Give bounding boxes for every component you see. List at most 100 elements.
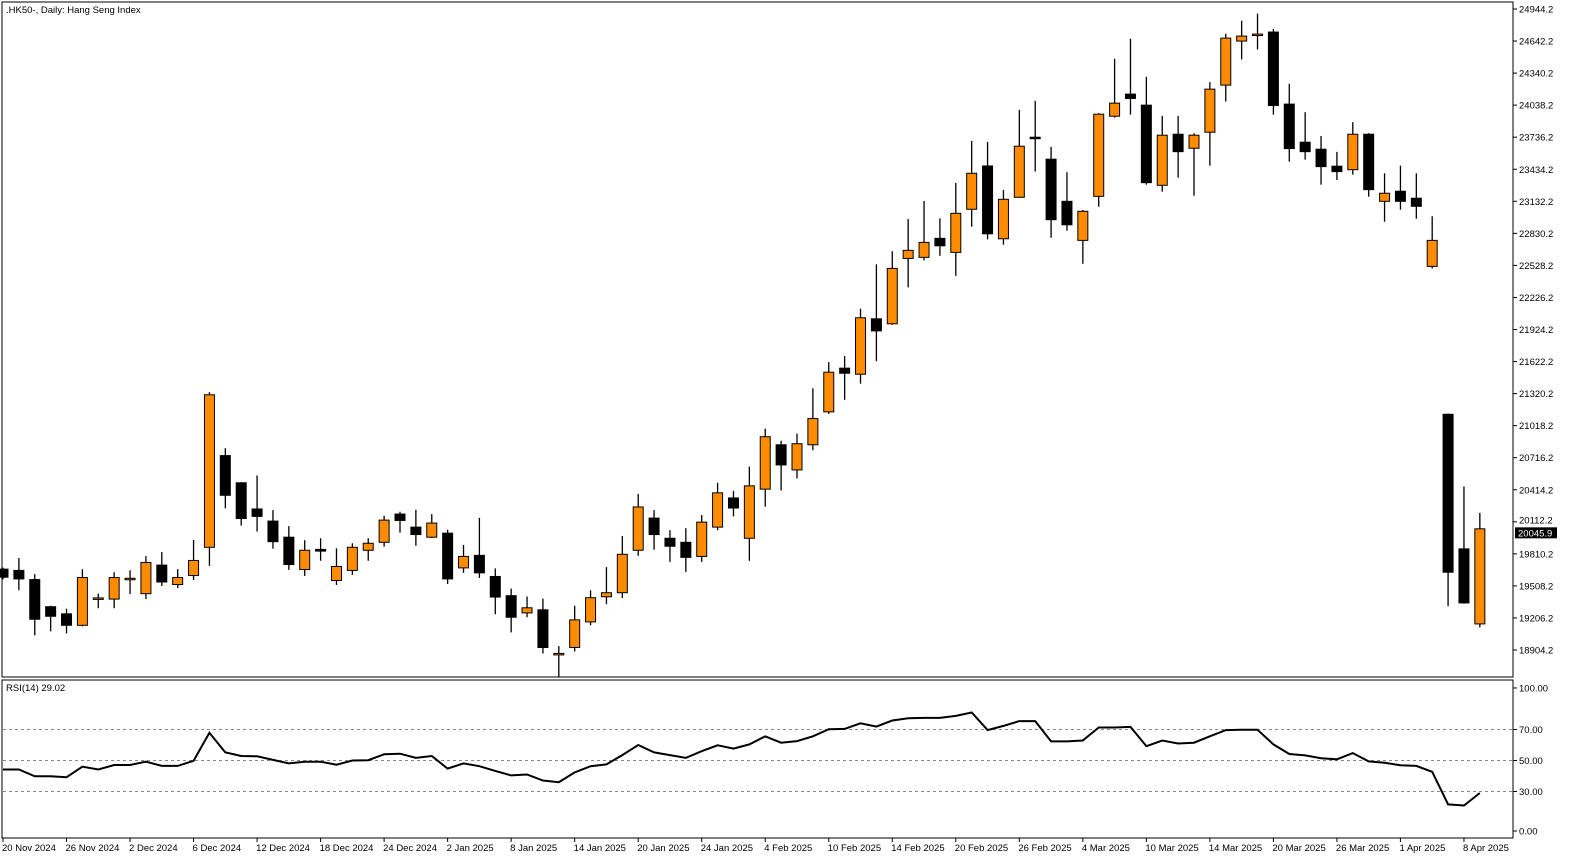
price-tick-label: 24944.2: [1519, 5, 1553, 16]
candle: [1347, 122, 1359, 175]
candle: [203, 392, 215, 566]
candle: [330, 548, 342, 585]
candle-body-bear: [156, 564, 168, 583]
candle-body-bull: [188, 559, 200, 577]
candle: [1474, 512, 1486, 628]
time-tick-label: 2 Dec 2024: [129, 843, 178, 854]
candle-body-bear: [1315, 148, 1327, 168]
candle-body-bear: [1140, 104, 1152, 184]
candle-body-bear: [1283, 103, 1295, 150]
time-tick-label: 10 Feb 2025: [828, 843, 881, 854]
candle: [410, 509, 422, 546]
candle: [712, 482, 724, 531]
candle: [759, 428, 771, 507]
candle-body-bull: [1013, 145, 1025, 198]
candle-body-bull: [521, 607, 533, 614]
candle-body-bull: [632, 506, 644, 551]
time-tick-label: 20 Jan 2025: [637, 843, 689, 854]
price-tick-label: 21320.2: [1519, 389, 1553, 400]
candle-body-bear: [219, 455, 231, 496]
candle: [1379, 173, 1391, 222]
candle: [997, 189, 1009, 245]
candle-body-bear: [0, 568, 9, 578]
candle: [1410, 173, 1422, 219]
candle: [886, 251, 898, 325]
candle: [1077, 210, 1089, 264]
candle-body-bull: [108, 577, 120, 600]
candle-body-bear: [1124, 93, 1136, 99]
candle: [1204, 82, 1216, 166]
candle-body-bear: [267, 520, 279, 543]
current-price-tag-bg: [1515, 527, 1557, 539]
candle-body-bull: [918, 241, 930, 258]
candle-body-bull: [1077, 210, 1089, 241]
candle: [1061, 172, 1073, 231]
candle-body-bear: [1410, 197, 1422, 207]
rsi-tick-label: 70.00: [1519, 725, 1543, 736]
candle-body-bull: [600, 592, 612, 598]
candle: [966, 140, 978, 227]
candle: [29, 574, 41, 636]
candle-body-bear: [283, 536, 295, 565]
candle: [1442, 413, 1454, 607]
time-tick-label: 24 Jan 2025: [701, 843, 753, 854]
time-tick-label: 26 Nov 2024: [66, 843, 120, 854]
candle-body-bull: [1220, 37, 1232, 86]
candle-body-bull: [76, 577, 88, 626]
time-tick-label: 10 Mar 2025: [1145, 843, 1198, 854]
candle: [823, 362, 835, 414]
candle: [108, 572, 120, 609]
candle: [156, 552, 168, 587]
chart-title: .HK50-, Daily: Hang Seng Index: [6, 5, 141, 16]
candle-body-bull: [855, 317, 867, 375]
candle-body-bull: [743, 485, 755, 539]
candle-body-bull: [712, 492, 724, 528]
price-tick-label: 19206.2: [1519, 613, 1553, 624]
candle-body-bear: [61, 613, 73, 626]
price-tick-label: 21018.2: [1519, 421, 1553, 432]
candle-body-bull: [807, 418, 819, 446]
time-tick-label: 4 Mar 2025: [1082, 843, 1130, 854]
candle: [1140, 76, 1152, 185]
price-tick-label: 21924.2: [1519, 325, 1553, 336]
candle: [45, 605, 57, 632]
rsi-tick-label: 50.00: [1519, 756, 1543, 767]
candle: [807, 388, 819, 451]
time-tick-label: 4 Feb 2025: [764, 843, 812, 854]
candle-body-bull: [426, 522, 438, 538]
candle: [600, 567, 612, 605]
price-tick-label: 24642.2: [1519, 37, 1553, 48]
time-tick-label: 14 Jan 2025: [574, 843, 626, 854]
time-tick-label: 26 Feb 2025: [1018, 843, 1071, 854]
candle: [315, 538, 327, 561]
candle: [1220, 33, 1232, 102]
candle: [902, 219, 914, 288]
candle-body-bear: [1299, 141, 1311, 153]
candle: [251, 475, 263, 532]
candle-body-bear: [505, 595, 517, 618]
price-tick-label: 23132.2: [1519, 197, 1553, 208]
price-panel[interactable]: [1, 1, 1514, 678]
candle-body-bull: [616, 553, 628, 594]
rsi-panel[interactable]: [1, 679, 1514, 839]
candle: [1109, 58, 1121, 118]
candle-body-bull: [92, 597, 104, 600]
candle-body-bear: [410, 526, 422, 536]
candle-body-bull: [1156, 134, 1168, 186]
price-tick-label: 19810.2: [1519, 549, 1553, 560]
candle-body-bull: [966, 172, 978, 210]
candle-body-bull: [1204, 88, 1216, 133]
candles: [0, 13, 1486, 677]
candle: [92, 593, 104, 609]
price-tick-label: 23434.2: [1519, 165, 1553, 176]
time-tick-label: 6 Dec 2024: [193, 843, 242, 854]
time-tick-label: 24 Dec 2024: [383, 843, 437, 854]
candle-body-bear: [775, 444, 787, 466]
candle-body-bear: [870, 318, 882, 332]
candle: [1156, 115, 1168, 192]
candle-body-bear: [1045, 158, 1057, 221]
candle-body-bear: [45, 606, 57, 617]
price-tick-label: 20414.2: [1519, 485, 1553, 496]
candle: [61, 608, 73, 634]
